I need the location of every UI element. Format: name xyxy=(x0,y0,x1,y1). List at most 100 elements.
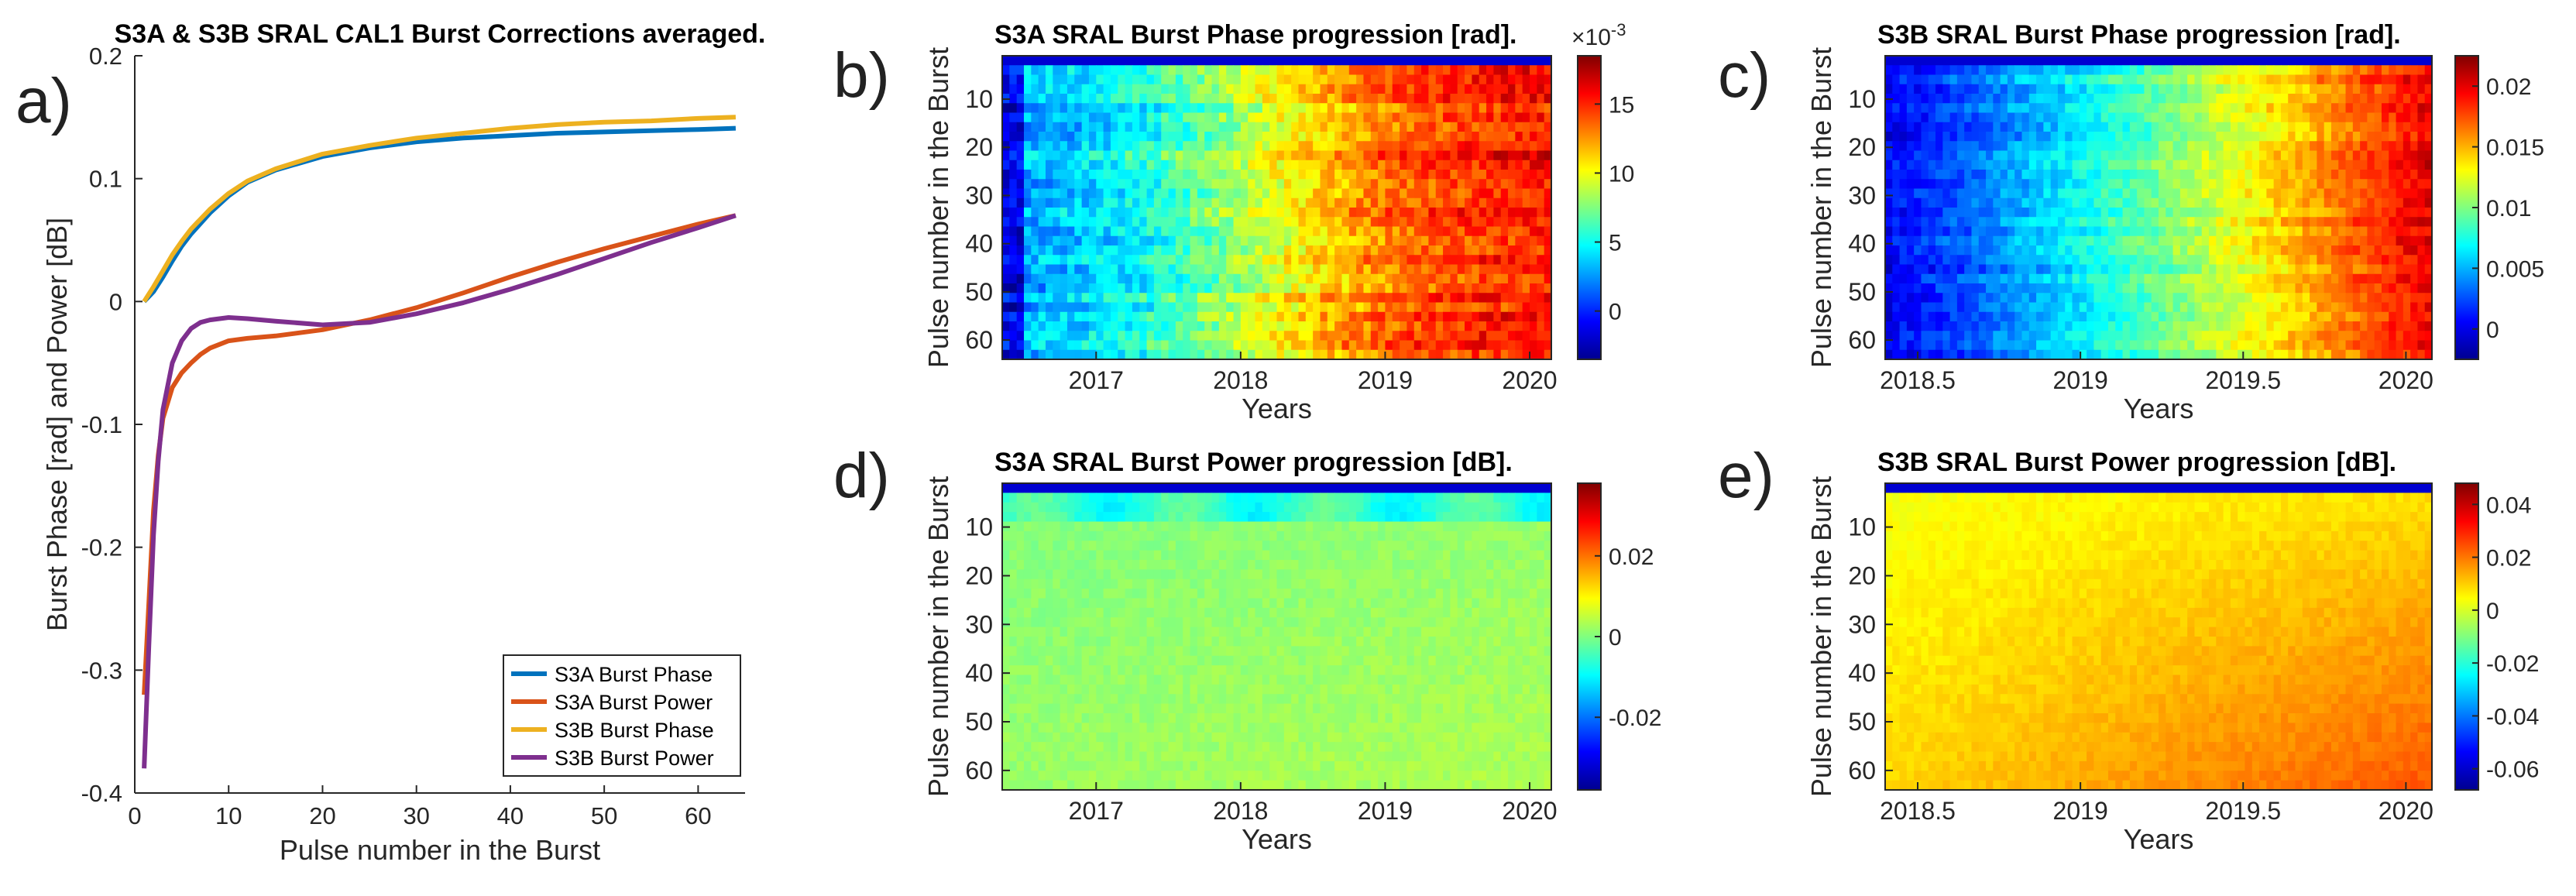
heatmap-cell xyxy=(2159,273,2166,284)
heatmap-cell xyxy=(2266,179,2275,190)
heatmap-cell xyxy=(1964,197,1973,208)
heatmap-cell xyxy=(2345,321,2354,331)
heatmap-cell xyxy=(2295,84,2303,94)
panel-b: b)S3A SRAL Burst Phase progression [rad]… xyxy=(833,20,1634,424)
heatmap-cell xyxy=(2410,65,2419,76)
heatmap-cell xyxy=(2302,132,2310,142)
heatmap-cell xyxy=(2057,132,2066,142)
heatmap-cell xyxy=(1320,235,1328,246)
heatmap-cell xyxy=(1320,245,1328,256)
heatmap-cell xyxy=(1269,84,1278,94)
heatmap-cell xyxy=(2087,188,2094,199)
heatmap-cell xyxy=(1986,112,1994,123)
heatmap-cell xyxy=(1211,188,1220,199)
heatmap-cell xyxy=(1255,132,1263,142)
heatmap-cell xyxy=(1400,283,1408,294)
heatmap-cell xyxy=(1262,197,1270,208)
heatmap-cell xyxy=(2093,122,2102,132)
heatmap-cell xyxy=(2093,245,2102,256)
heatmap-cell xyxy=(2194,340,2203,351)
heatmap-cell xyxy=(2072,103,2080,114)
heatmap-cell xyxy=(1016,321,1025,331)
heatmap-cell xyxy=(2266,245,2275,256)
heatmap-cell xyxy=(1276,245,1285,256)
heatmap-cell xyxy=(2251,273,2260,284)
heatmap-cell xyxy=(2021,349,2030,360)
heatmap-cell xyxy=(1118,94,1126,104)
heatmap-cell xyxy=(1053,197,1061,208)
heatmap-cell xyxy=(1392,65,1400,76)
heatmap-cell xyxy=(1103,340,1111,351)
heatmap-cell xyxy=(2043,65,2052,76)
heatmap-cell xyxy=(1892,226,1901,237)
heatmap-cell xyxy=(1276,74,1285,85)
heatmap-cell xyxy=(2338,321,2347,331)
heatmap-cell xyxy=(2151,302,2159,313)
heatmap-cell xyxy=(2072,349,2080,360)
heatmap-cell xyxy=(2021,331,2030,342)
heatmap-cell xyxy=(2122,264,2131,275)
heatmap-cell xyxy=(1262,311,1270,322)
heatmap-cell xyxy=(1096,74,1104,85)
heatmap-cell xyxy=(2396,311,2404,322)
heatmap-cell xyxy=(1413,179,1422,190)
heatmap-cell xyxy=(2238,283,2246,294)
heatmap-cell xyxy=(2187,112,2196,123)
heatmap-cell xyxy=(2050,56,2059,66)
heatmap-cell xyxy=(1110,264,1118,275)
heatmap-cell xyxy=(1465,170,1472,180)
heatmap-cell xyxy=(1971,217,1980,228)
heatmap-cell xyxy=(1031,150,1039,161)
heatmap-cell xyxy=(2021,235,2030,246)
heatmap-cell xyxy=(1204,311,1213,322)
heatmap-cell xyxy=(1262,208,1270,218)
heatmap-cell xyxy=(2144,293,2152,304)
heatmap-cell xyxy=(1334,245,1343,256)
heatmap-cell xyxy=(2230,188,2238,199)
heatmap-cell xyxy=(1906,122,1915,132)
heatmap-cell xyxy=(2166,255,2174,266)
heatmap-cell xyxy=(2381,331,2389,342)
heatmap-cell xyxy=(2065,160,2073,170)
heatmap-cell xyxy=(2238,141,2246,152)
heatmap-cell xyxy=(2187,293,2196,304)
heatmap-cell xyxy=(1074,235,1083,246)
heatmap-cell xyxy=(2324,273,2332,284)
heatmap-cell xyxy=(1327,226,1335,237)
heatmap-cell xyxy=(2021,103,2030,114)
heatmap-cell xyxy=(1443,103,1451,114)
heatmap-cell xyxy=(1118,112,1126,123)
heatmap-cell xyxy=(1248,179,1256,190)
colorbar-tick-label: 5 xyxy=(1609,231,1622,256)
heatmap-cell xyxy=(2079,321,2087,331)
heatmap-cell xyxy=(1255,349,1263,360)
heatmap-cell xyxy=(1103,150,1111,161)
heatmap-cell xyxy=(1949,112,1958,123)
heatmap-cell xyxy=(2122,94,2131,104)
heatmap-cell xyxy=(2079,235,2087,246)
heatmap-cell xyxy=(1313,160,1321,170)
heatmap-cell xyxy=(1428,283,1437,294)
heatmap-cell xyxy=(1262,122,1270,132)
heatmap-cell xyxy=(1971,160,1980,170)
heatmap-cell xyxy=(1066,94,1075,104)
heatmap-cell xyxy=(1305,349,1314,360)
heatmap-cell xyxy=(1038,235,1046,246)
heatmap-cell xyxy=(1291,302,1300,313)
heatmap-cell xyxy=(1002,74,1010,85)
heatmap-cell xyxy=(2122,331,2131,342)
heatmap-cell xyxy=(1168,150,1176,161)
heatmap-cell xyxy=(2230,103,2238,114)
heatmap-cell xyxy=(1986,283,1994,294)
heatmap-cell xyxy=(2223,84,2231,94)
heatmap-cell xyxy=(1269,103,1278,114)
heatmap-cell xyxy=(1168,245,1176,256)
heatmap-cell xyxy=(1935,331,1943,342)
heatmap-cell xyxy=(2179,132,2188,142)
heatmap-cell xyxy=(1132,56,1140,66)
heatmap-cell xyxy=(1096,321,1104,331)
heatmap-cell xyxy=(1233,160,1242,170)
heatmap-cell xyxy=(1479,74,1487,85)
heatmap-cell xyxy=(1002,150,1010,161)
heatmap-cell xyxy=(1906,283,1915,294)
